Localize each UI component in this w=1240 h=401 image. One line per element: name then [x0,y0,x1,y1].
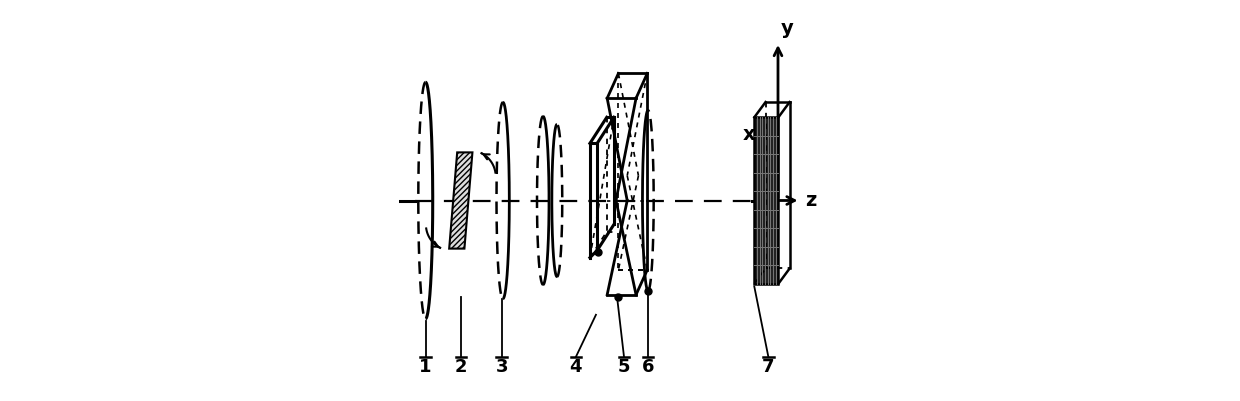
Text: x: x [743,126,755,144]
Text: 7: 7 [763,358,775,376]
Text: z: z [805,191,816,210]
Text: 3: 3 [496,358,508,376]
Text: 6: 6 [642,358,655,376]
Polygon shape [754,117,779,284]
Text: 1: 1 [419,358,432,376]
Polygon shape [449,152,472,249]
Text: 5: 5 [618,358,630,376]
Text: y: y [781,19,794,38]
Text: 4: 4 [569,358,582,376]
Text: 2: 2 [455,358,467,376]
